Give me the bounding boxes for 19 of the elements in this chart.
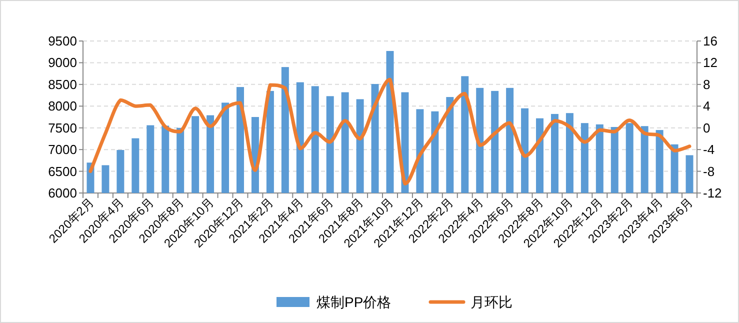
y-tick-label: 9000 [48, 55, 77, 70]
y2-tick-label: 12 [703, 55, 718, 70]
y-tick-label: 8000 [48, 98, 77, 114]
y2-tick-label: 16 [703, 34, 718, 48]
y-tick-label: 9500 [48, 34, 77, 48]
y-tick-label: 8500 [48, 76, 77, 92]
y2-tick-label: 8 [703, 76, 710, 92]
line-series [88, 78, 692, 186]
legend-label: 煤制PP价格 [316, 294, 392, 310]
y-tick-label: 7500 [48, 120, 77, 136]
y-tick-label: 6500 [48, 164, 77, 179]
y2-tick-label: -12 [703, 186, 722, 200]
y-tick-label: 7000 [48, 142, 77, 158]
y2-tick-label: 4 [703, 98, 710, 114]
y2-tick-label: -8 [703, 164, 715, 179]
y2-tick-label: 0 [703, 120, 710, 136]
legend-label: 月环比 [470, 294, 512, 310]
y2-tick-label: -4 [703, 142, 715, 158]
y-tick-label: 6000 [48, 186, 77, 200]
